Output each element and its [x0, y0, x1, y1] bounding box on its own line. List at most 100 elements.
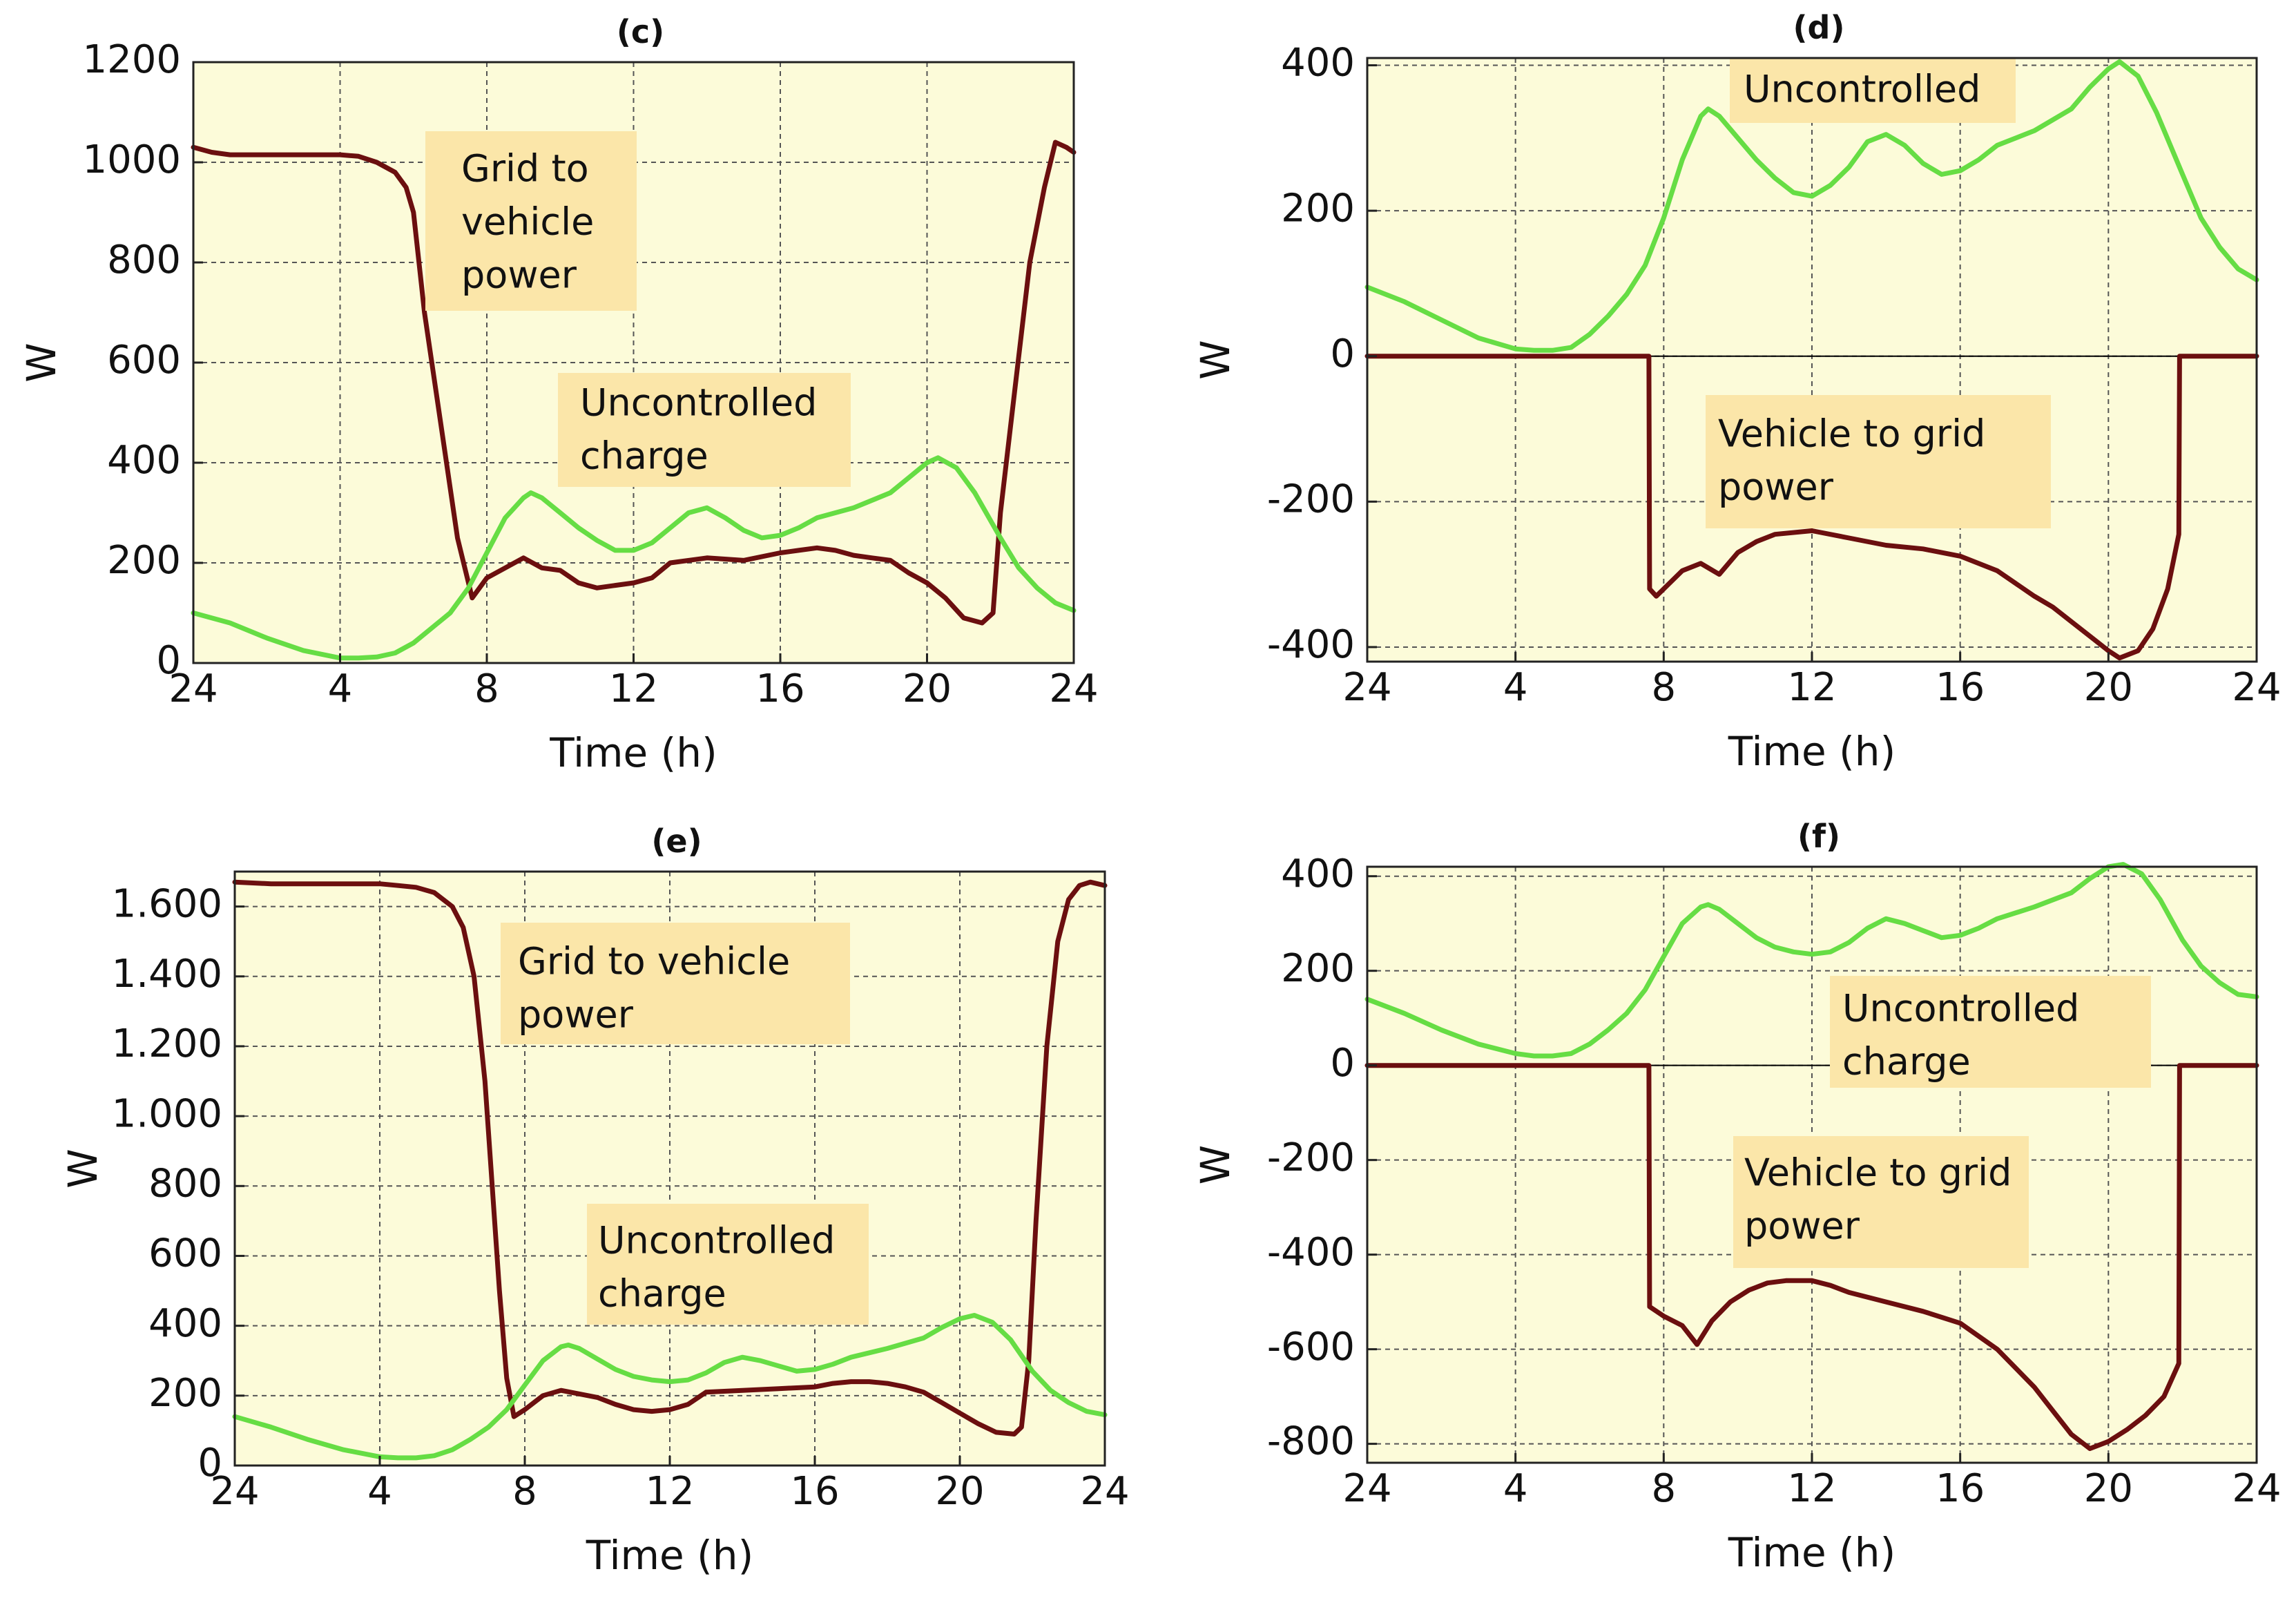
- annotation-text: Grid to vehicle: [518, 940, 790, 983]
- y-axis-label: W: [18, 343, 65, 382]
- annotation-text: power: [1744, 1204, 1860, 1248]
- annotation-box: Uncontrolled charge: [587, 1204, 869, 1325]
- x-tick-label: 20: [935, 1469, 984, 1514]
- y-tick-label: 1000: [82, 137, 181, 182]
- x-axis-label: Time (h): [1728, 1529, 1895, 1576]
- annotation-bg: [1733, 1136, 2029, 1268]
- y-tick-label: 600: [107, 338, 181, 383]
- x-tick-label: 4: [1503, 1466, 1528, 1511]
- annotation-bg: [1730, 59, 2016, 123]
- x-tick-label: 12: [645, 1469, 694, 1514]
- x-tick-label: 16: [790, 1469, 839, 1514]
- y-tick-label: 1.000: [112, 1091, 222, 1136]
- x-tick-label: 16: [755, 666, 804, 711]
- series-line-v2g: [1364, 1063, 2259, 1451]
- panel-d: Uncontrolled Vehicle to grid power 24 4 8 12 16…: [1192, 9, 2281, 775]
- y-axis-label: W: [1192, 1145, 1239, 1184]
- x-tick-label: 4: [367, 1469, 392, 1514]
- annotation-text: Uncontrolled: [1842, 987, 2079, 1030]
- x-tick-label: 12: [1787, 665, 1836, 710]
- y-tick-label: 200: [1281, 186, 1355, 231]
- series-line-v2g: [1364, 354, 2259, 661]
- annotation-box: Uncontrolled: [1730, 59, 2016, 123]
- annotation-text: Uncontrolled: [580, 381, 817, 425]
- x-tick-label: 24: [168, 666, 218, 711]
- x-tick-label: 20: [2084, 665, 2133, 710]
- y-tick-label: -400: [1267, 1230, 1355, 1275]
- panel-c: Grid to vehicle power Uncontrolled charge 24 4…: [18, 13, 1099, 776]
- annotation-box: Grid to vehicle power: [501, 923, 850, 1044]
- annotation-bg: [1706, 395, 2051, 528]
- chart-title: (f): [1797, 818, 1840, 855]
- y-tick-label: -200: [1267, 477, 1355, 521]
- annotation-text: power: [461, 253, 577, 297]
- y-tick-label: 0: [197, 1441, 222, 1486]
- annotation-text: Uncontrolled: [598, 1219, 835, 1262]
- x-tick-label: 20: [2084, 1466, 2133, 1511]
- annotation-text: power: [1718, 465, 1834, 509]
- x-tick-label: 16: [1936, 665, 1985, 710]
- y-tick-label: 400: [1281, 41, 1355, 86]
- annotation-bg: [587, 1204, 869, 1325]
- chart-title: (d): [1793, 9, 1845, 46]
- y-tick-label: 1200: [82, 37, 181, 82]
- annotation-text: charge: [580, 434, 708, 478]
- y-tick-label: 0: [1330, 332, 1355, 376]
- y-tick-label: 0: [156, 638, 181, 683]
- panel-e: Grid to vehicle power Uncontrolled charge 24…: [59, 823, 1130, 1579]
- x-tick-label: 24: [1049, 666, 1098, 711]
- chart-title: (c): [617, 13, 664, 50]
- annotation-text: Vehicle to grid: [1718, 412, 1985, 456]
- x-tick-label: 24: [1080, 1469, 1129, 1514]
- y-tick-label: -800: [1267, 1419, 1355, 1464]
- x-axis-label: Time (h): [549, 729, 717, 776]
- annotation-bg: [1830, 976, 2151, 1088]
- series-line-uncontrolled: [191, 455, 1077, 661]
- x-axis-label: Time (h): [586, 1532, 753, 1579]
- y-tick-label: -400: [1267, 622, 1355, 667]
- annotation-box: Grid to vehicle power: [425, 131, 637, 311]
- y-axis-label: W: [1192, 340, 1239, 379]
- y-tick-label: 1.600: [112, 882, 222, 927]
- series-line-uncontrolled: [232, 1313, 1108, 1461]
- x-tick-label: 4: [328, 666, 353, 711]
- annotation-bg: [558, 373, 851, 487]
- annotation-text: Grid to: [461, 147, 589, 191]
- annotation-box: Vehicle to grid power: [1706, 395, 2051, 528]
- y-tick-label: 1.400: [112, 952, 222, 997]
- y-axis-label: W: [59, 1149, 106, 1188]
- x-tick-label: 12: [1787, 1466, 1836, 1511]
- x-axis-label: Time (h): [1728, 728, 1895, 775]
- panel-f: Uncontrolled charge Vehicle to grid power 24…: [1192, 818, 2281, 1576]
- y-tick-label: 1.200: [112, 1021, 222, 1066]
- x-tick-label: 8: [474, 666, 499, 711]
- annotation-text: vehicle: [461, 200, 594, 244]
- annotation-text: charge: [598, 1272, 726, 1316]
- y-tick-label: 600: [148, 1231, 222, 1276]
- y-tick-label: 400: [148, 1301, 222, 1346]
- y-tick-label: 0: [1330, 1041, 1355, 1086]
- y-tick-label: -600: [1267, 1325, 1355, 1370]
- annotation-box: Uncontrolled charge: [558, 373, 851, 487]
- x-tick-label: 24: [1342, 1466, 1391, 1511]
- y-tick-label: -200: [1267, 1135, 1355, 1180]
- series-line-uncontrolled: [1364, 862, 2259, 1059]
- series-line-uncontrolled: [1364, 59, 2259, 353]
- annotation-box: Vehicle to grid power: [1733, 1136, 2029, 1268]
- x-tick-label: 20: [903, 666, 952, 711]
- y-tick-label: 200: [148, 1371, 222, 1416]
- series-line-v2g: [232, 879, 1108, 1437]
- x-tick-label: 4: [1503, 665, 1528, 710]
- x-tick-label: 8: [512, 1469, 537, 1514]
- x-tick-label: 24: [210, 1469, 259, 1514]
- x-tick-label: 16: [1936, 1466, 1985, 1511]
- annotation-text: Uncontrolled: [1744, 68, 1980, 111]
- chart-title: (e): [651, 823, 702, 860]
- x-tick-label: 8: [1652, 1466, 1677, 1511]
- y-tick-label: 400: [1281, 852, 1355, 896]
- y-tick-label: 200: [107, 538, 181, 583]
- series-line-v2g: [191, 140, 1077, 626]
- y-tick-label: 800: [107, 238, 181, 282]
- annotation-bg: [425, 131, 637, 311]
